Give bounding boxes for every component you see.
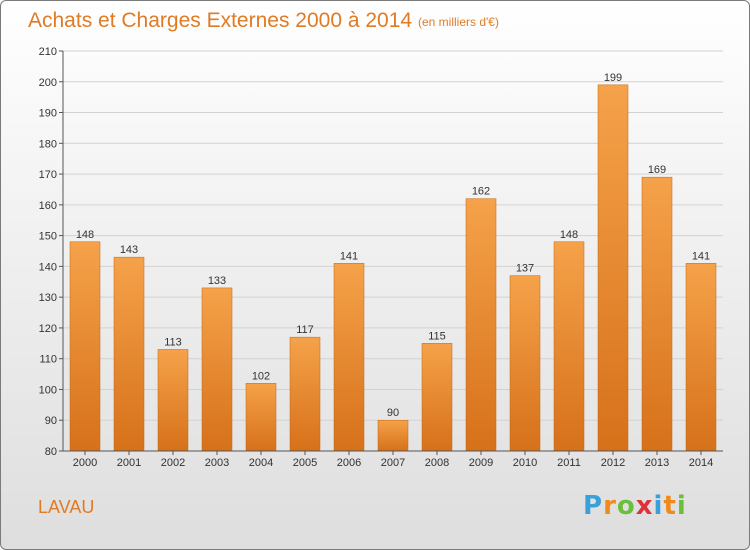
- logo-letter: o: [616, 491, 636, 521]
- bar-value-label: 113: [164, 336, 182, 348]
- bar-2006: [333, 263, 365, 452]
- y-tick-label: 80: [45, 446, 57, 458]
- bars: 148 143 113 133 102 117 141 90 115 162 137 148 199 16…: [69, 72, 717, 452]
- bar-value-label: 90: [387, 407, 399, 419]
- axes: 8090100110120130140150160170180190200210…: [39, 46, 723, 469]
- proxiti-logo: Proxiti: [583, 491, 687, 521]
- logo-letter: P: [583, 491, 604, 521]
- x-tick-label: 2004: [249, 457, 273, 469]
- x-tick-label: 2005: [293, 457, 317, 469]
- bar-value-label: 117: [296, 324, 314, 336]
- bar-2012: [597, 84, 629, 452]
- bar-value-label: 143: [120, 244, 138, 256]
- logo-letter: i: [653, 491, 664, 521]
- y-tick-label: 140: [39, 261, 57, 273]
- bar-2004: [245, 383, 277, 452]
- x-tick-label: 2006: [337, 457, 361, 469]
- bar-2001: [113, 256, 145, 452]
- y-tick-label: 150: [39, 231, 57, 243]
- x-tick-label: 2000: [73, 457, 97, 469]
- bar-value-label: 162: [472, 186, 490, 198]
- logo-letter: x: [635, 491, 654, 521]
- bar-2003: [201, 287, 233, 452]
- x-tick-label: 2012: [601, 457, 625, 469]
- x-tick-label: 2003: [205, 457, 229, 469]
- chart-title: Achats et Charges Externes 2000 à 2014: [28, 9, 413, 32]
- x-tick-label: 2002: [161, 457, 185, 469]
- y-tick-label: 200: [39, 77, 57, 89]
- bar-value-label: 141: [692, 250, 710, 262]
- y-tick-label: 210: [39, 46, 57, 58]
- chart-subtitle: (en milliers d'€): [418, 15, 499, 29]
- x-tick-label: 2010: [513, 457, 537, 469]
- y-tick-label: 170: [39, 169, 57, 181]
- bar-2002: [157, 349, 189, 452]
- bar-value-label: 115: [428, 330, 446, 342]
- bar-2013: [641, 176, 673, 452]
- location-label: LAVAU: [38, 497, 95, 517]
- x-tick-label: 2014: [689, 457, 713, 469]
- y-tick-label: 120: [39, 323, 57, 335]
- bar-2011: [553, 241, 585, 452]
- x-tick-label: 2008: [425, 457, 449, 469]
- bar-value-label: 148: [76, 229, 94, 241]
- bar-value-label: 141: [340, 250, 358, 262]
- bar-2008: [421, 343, 453, 452]
- bar-2009: [465, 198, 497, 452]
- bar-value-label: 199: [604, 72, 622, 84]
- logo-letter: t: [663, 491, 677, 521]
- bar-value-label: 169: [648, 164, 666, 176]
- y-tick-label: 100: [39, 384, 57, 396]
- bar-2014: [685, 263, 717, 452]
- logo-letter: r: [603, 491, 617, 521]
- y-tick-label: 90: [45, 415, 57, 427]
- y-tick-label: 130: [39, 292, 57, 304]
- bar-2000: [69, 241, 101, 452]
- x-tick-label: 2007: [381, 457, 405, 469]
- bar-2007: [377, 419, 409, 452]
- bar-2010: [509, 275, 541, 452]
- bar-2005: [289, 336, 321, 452]
- y-tick-label: 160: [39, 200, 57, 212]
- bar-value-label: 102: [252, 370, 270, 382]
- bar-value-label: 148: [560, 229, 578, 241]
- y-tick-label: 180: [39, 138, 57, 150]
- y-tick-label: 110: [39, 354, 57, 366]
- y-tick-label: 190: [39, 108, 57, 120]
- x-tick-label: 2001: [117, 457, 141, 469]
- bar-value-label: 137: [516, 263, 534, 275]
- bar-value-label: 133: [208, 275, 226, 287]
- logo-letter: i: [676, 491, 687, 521]
- x-tick-label: 2011: [557, 457, 581, 469]
- x-tick-label: 2009: [469, 457, 493, 469]
- x-tick-label: 2013: [645, 457, 669, 469]
